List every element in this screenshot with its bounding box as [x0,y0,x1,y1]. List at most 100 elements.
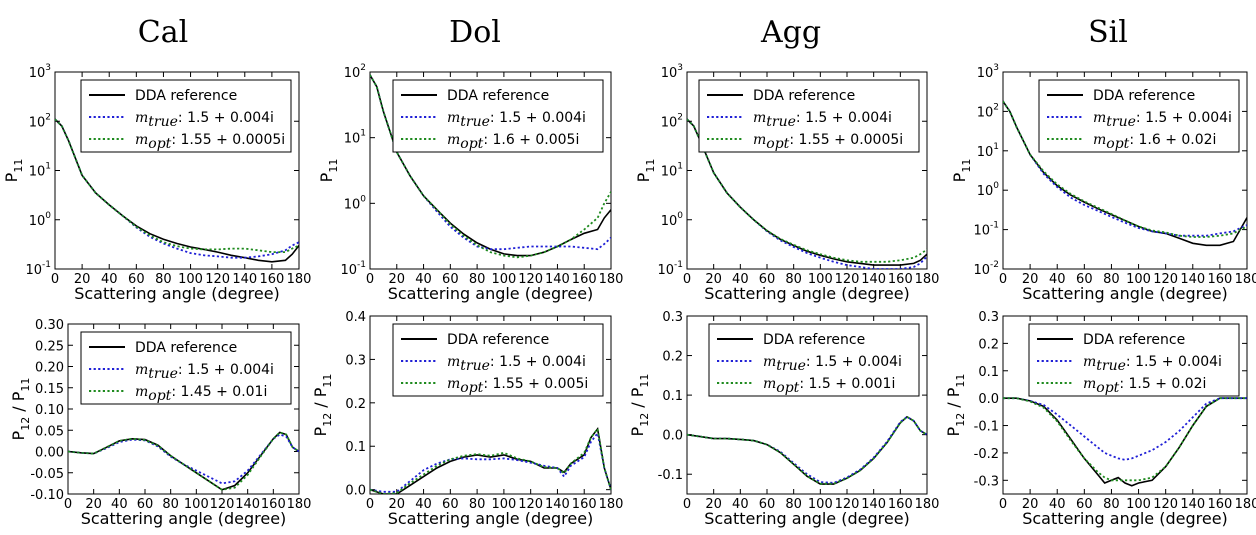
x-tick-label: 20 [389,272,406,287]
legend-value: : 1.5 + 0.004i [796,110,892,126]
y-tick-label: 0.3 [662,310,683,325]
legend-math-subscript: true [1096,358,1126,374]
x-tick-label: 120 [835,497,860,512]
x-tick-label: 60 [128,272,145,287]
legend-value: : 1.6 + 0.02i [1129,132,1216,148]
legend-math-symbol: m [1093,110,1106,126]
series-line-opt [370,426,611,494]
y-tick-label: 103 [29,63,51,81]
y-tick-label: 0.1 [978,365,999,380]
y-tick-base: 10 [340,263,357,278]
x-tick-label: 80 [785,272,802,287]
y-tick-label: 100 [344,194,367,212]
y-tick-label: 10-1 [973,221,999,239]
x-tick-label: 140 [1180,497,1205,512]
legend-math-symbol: m [135,110,148,126]
y-tick-label: -0.05 [30,467,64,482]
y-tick-label: 0.0 [978,392,999,407]
chart-panel: 0 20 40 60 80 100 120 140 160 18010-210-110010110… [950,63,1256,303]
x-tick-label: 0 [51,272,59,287]
y-tick-exponent: 3 [677,63,683,73]
x-axis-label: Scattering angle (degree) [1022,509,1228,528]
y-tick-label: 103 [977,63,999,81]
x-tick-label: 0 [366,497,374,512]
x-tick-label: 80 [1103,272,1120,287]
legend-math-subscript: true [776,358,806,374]
y-label-text: / [311,397,330,413]
x-tick-label: 0 [999,272,1007,287]
legend-math-symbol: m [135,132,148,148]
legend-math-subscript: opt [460,136,483,152]
x-tick-label: 20 [85,497,102,512]
y-label-p: P [311,426,330,436]
y-tick-label: 0.10 [35,403,64,418]
x-tick-label: 60 [137,497,154,512]
y-tick-exponent: 3 [993,63,999,73]
legend-math-symbol: m [135,362,148,378]
legend-math-subscript: true [766,114,796,130]
legend-label: DDA reference [447,332,549,348]
y-label-p: P [950,172,969,182]
y-tick-base: 10 [29,165,46,180]
y-tick-label: 101 [661,162,683,180]
x-tick-label: 40 [101,272,118,287]
legend-value: : 1.5 + 0.02i [1119,376,1206,392]
y-tick-base: 10 [977,145,994,160]
y-tick-exponent: 0 [45,211,51,221]
series-line-true [1003,100,1247,237]
y-tick-exponent: 2 [993,102,999,112]
y-tick-label: 0.4 [345,310,366,325]
y-tick-label: 101 [344,129,366,147]
x-axis-label: Scattering angle (degree) [74,284,280,303]
x-tick-label: 180 [1235,497,1256,512]
y-tick-base: 10 [344,66,361,81]
x-tick-label: 140 [232,272,257,287]
legend-label: mtrue: 1.5 + 0.004i [135,362,274,382]
legend-math-subscript: opt [460,380,483,396]
legend-label: mopt: 1.5 + 0.02i [1083,376,1206,396]
y-tick-exponent: 1 [360,129,366,139]
legend-value: : 1.55 + 0.0005i [171,132,285,148]
x-tick-label: 160 [1207,497,1232,512]
legend-label: mopt: 1.5 + 0.001i [763,376,895,396]
y-tick-base: 10 [661,214,678,229]
legend-value: : 1.5 + 0.004i [1136,110,1232,126]
legend-label: DDA reference [1083,332,1185,348]
y-tick-exponent: -2 [990,260,999,270]
y-tick-label: 0.2 [345,397,366,412]
x-tick-label: 60 [442,497,459,512]
x-tick-label: 160 [888,497,913,512]
x-tick-label: 20 [1022,497,1039,512]
legend-label: mtrue: 1.5 + 0.004i [1083,354,1222,374]
y-tick-label: 0.20 [35,361,64,376]
y-tick-label: 0.25 [35,339,64,354]
y-tick-label: 10-1 [340,260,366,278]
x-tick-label: 40 [1049,497,1066,512]
y-tick-label: 0.1 [345,440,366,455]
y-tick-base: 10 [25,263,42,278]
x-tick-label: 0 [366,272,374,287]
y-label-subscript: 11 [19,378,32,392]
x-tick-label: 140 [545,497,570,512]
x-tick-label: 180 [287,497,312,512]
y-tick-exponent: -1 [357,260,366,270]
legend-label: DDA reference [1093,88,1195,104]
series-line-true [68,433,299,485]
y-label-p: P [9,430,28,440]
x-tick-label: 160 [259,272,284,287]
y-tick-label: -0.2 [974,447,999,462]
legend-math-symbol: m [135,384,148,400]
y-tick-exponent: 0 [677,211,683,221]
x-tick-label: 100 [178,272,203,287]
legend-math-symbol: m [753,132,766,148]
x-tick-label: 120 [210,497,235,512]
y-tick-label: 0.3 [978,310,999,325]
x-tick-label: 20 [74,272,91,287]
y-tick-label: 0.1 [662,389,683,404]
x-axis-label: Scattering angle (degree) [704,509,910,528]
y-label-subscript: 12 [638,413,651,427]
x-tick-label: 0 [64,497,72,512]
y-axis-label: P12​ / P11​ [944,374,967,437]
legend-value: : 1.5 + 0.004i [806,354,902,370]
